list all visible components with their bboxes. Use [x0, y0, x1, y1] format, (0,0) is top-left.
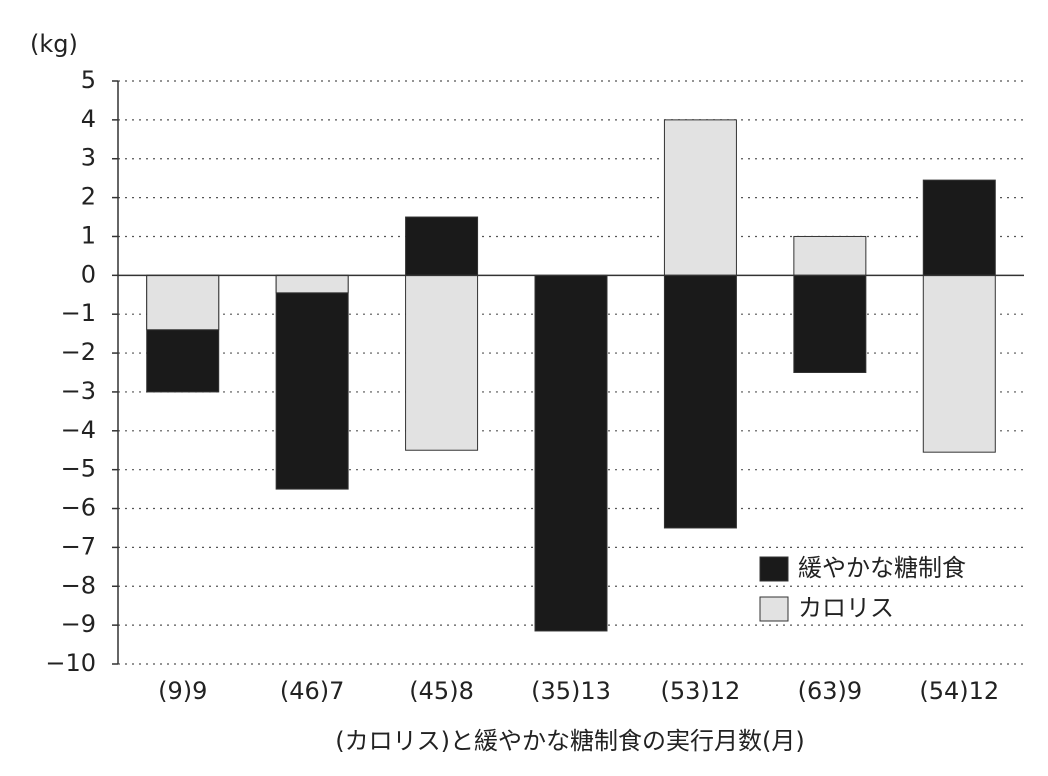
bar: [275, 274, 349, 490]
x-tick-label: (63)9: [798, 677, 863, 705]
x-tick-label: (54)12: [919, 677, 999, 705]
y-tick-label: 1: [81, 221, 96, 249]
y-axis-label: (kg): [30, 30, 78, 58]
y-tick-label: 3: [81, 144, 96, 172]
x-tick-label: (45)8: [409, 677, 474, 705]
y-tick-label: −2: [61, 338, 96, 366]
y-tick-label: −8: [61, 571, 96, 599]
y-tick-label: −1: [61, 299, 96, 327]
y-tick-label: −7: [61, 532, 96, 560]
y-tick-label: −10: [45, 649, 96, 677]
y-tick-label: −4: [61, 416, 96, 444]
x-axis-label: (カロリス)と緩やかな糖制食の実行月数(月): [335, 727, 804, 755]
bar: [663, 274, 737, 529]
y-tick-label: −9: [61, 610, 96, 638]
bar: [663, 119, 737, 276]
y-tick-label: −5: [61, 455, 96, 483]
bar: [146, 274, 220, 331]
bar: [922, 274, 996, 453]
bar: [534, 274, 608, 632]
legend-swatch: [759, 556, 789, 582]
y-tick-label: 4: [81, 105, 96, 133]
bar: [793, 274, 867, 374]
x-tick-label: (9)9: [158, 677, 207, 705]
x-tick-label: (53)12: [661, 677, 741, 705]
legend-label: 緩やかな糖制食: [798, 554, 966, 582]
legend-label: カロリス: [798, 594, 894, 622]
bar: [405, 274, 479, 451]
x-tick-label: (35)13: [531, 677, 611, 705]
bar: [405, 216, 479, 276]
y-tick-label: −3: [61, 377, 96, 405]
y-tick-label: 0: [81, 260, 96, 288]
y-tick-label: −6: [61, 494, 96, 522]
x-tick-label: (46)7: [280, 677, 345, 705]
bar: [793, 235, 867, 276]
legend-swatch: [759, 596, 789, 622]
bar: [275, 274, 349, 294]
y-tick-label: 2: [81, 183, 96, 211]
y-tick-label: 5: [81, 66, 96, 94]
bar: [922, 179, 996, 276]
